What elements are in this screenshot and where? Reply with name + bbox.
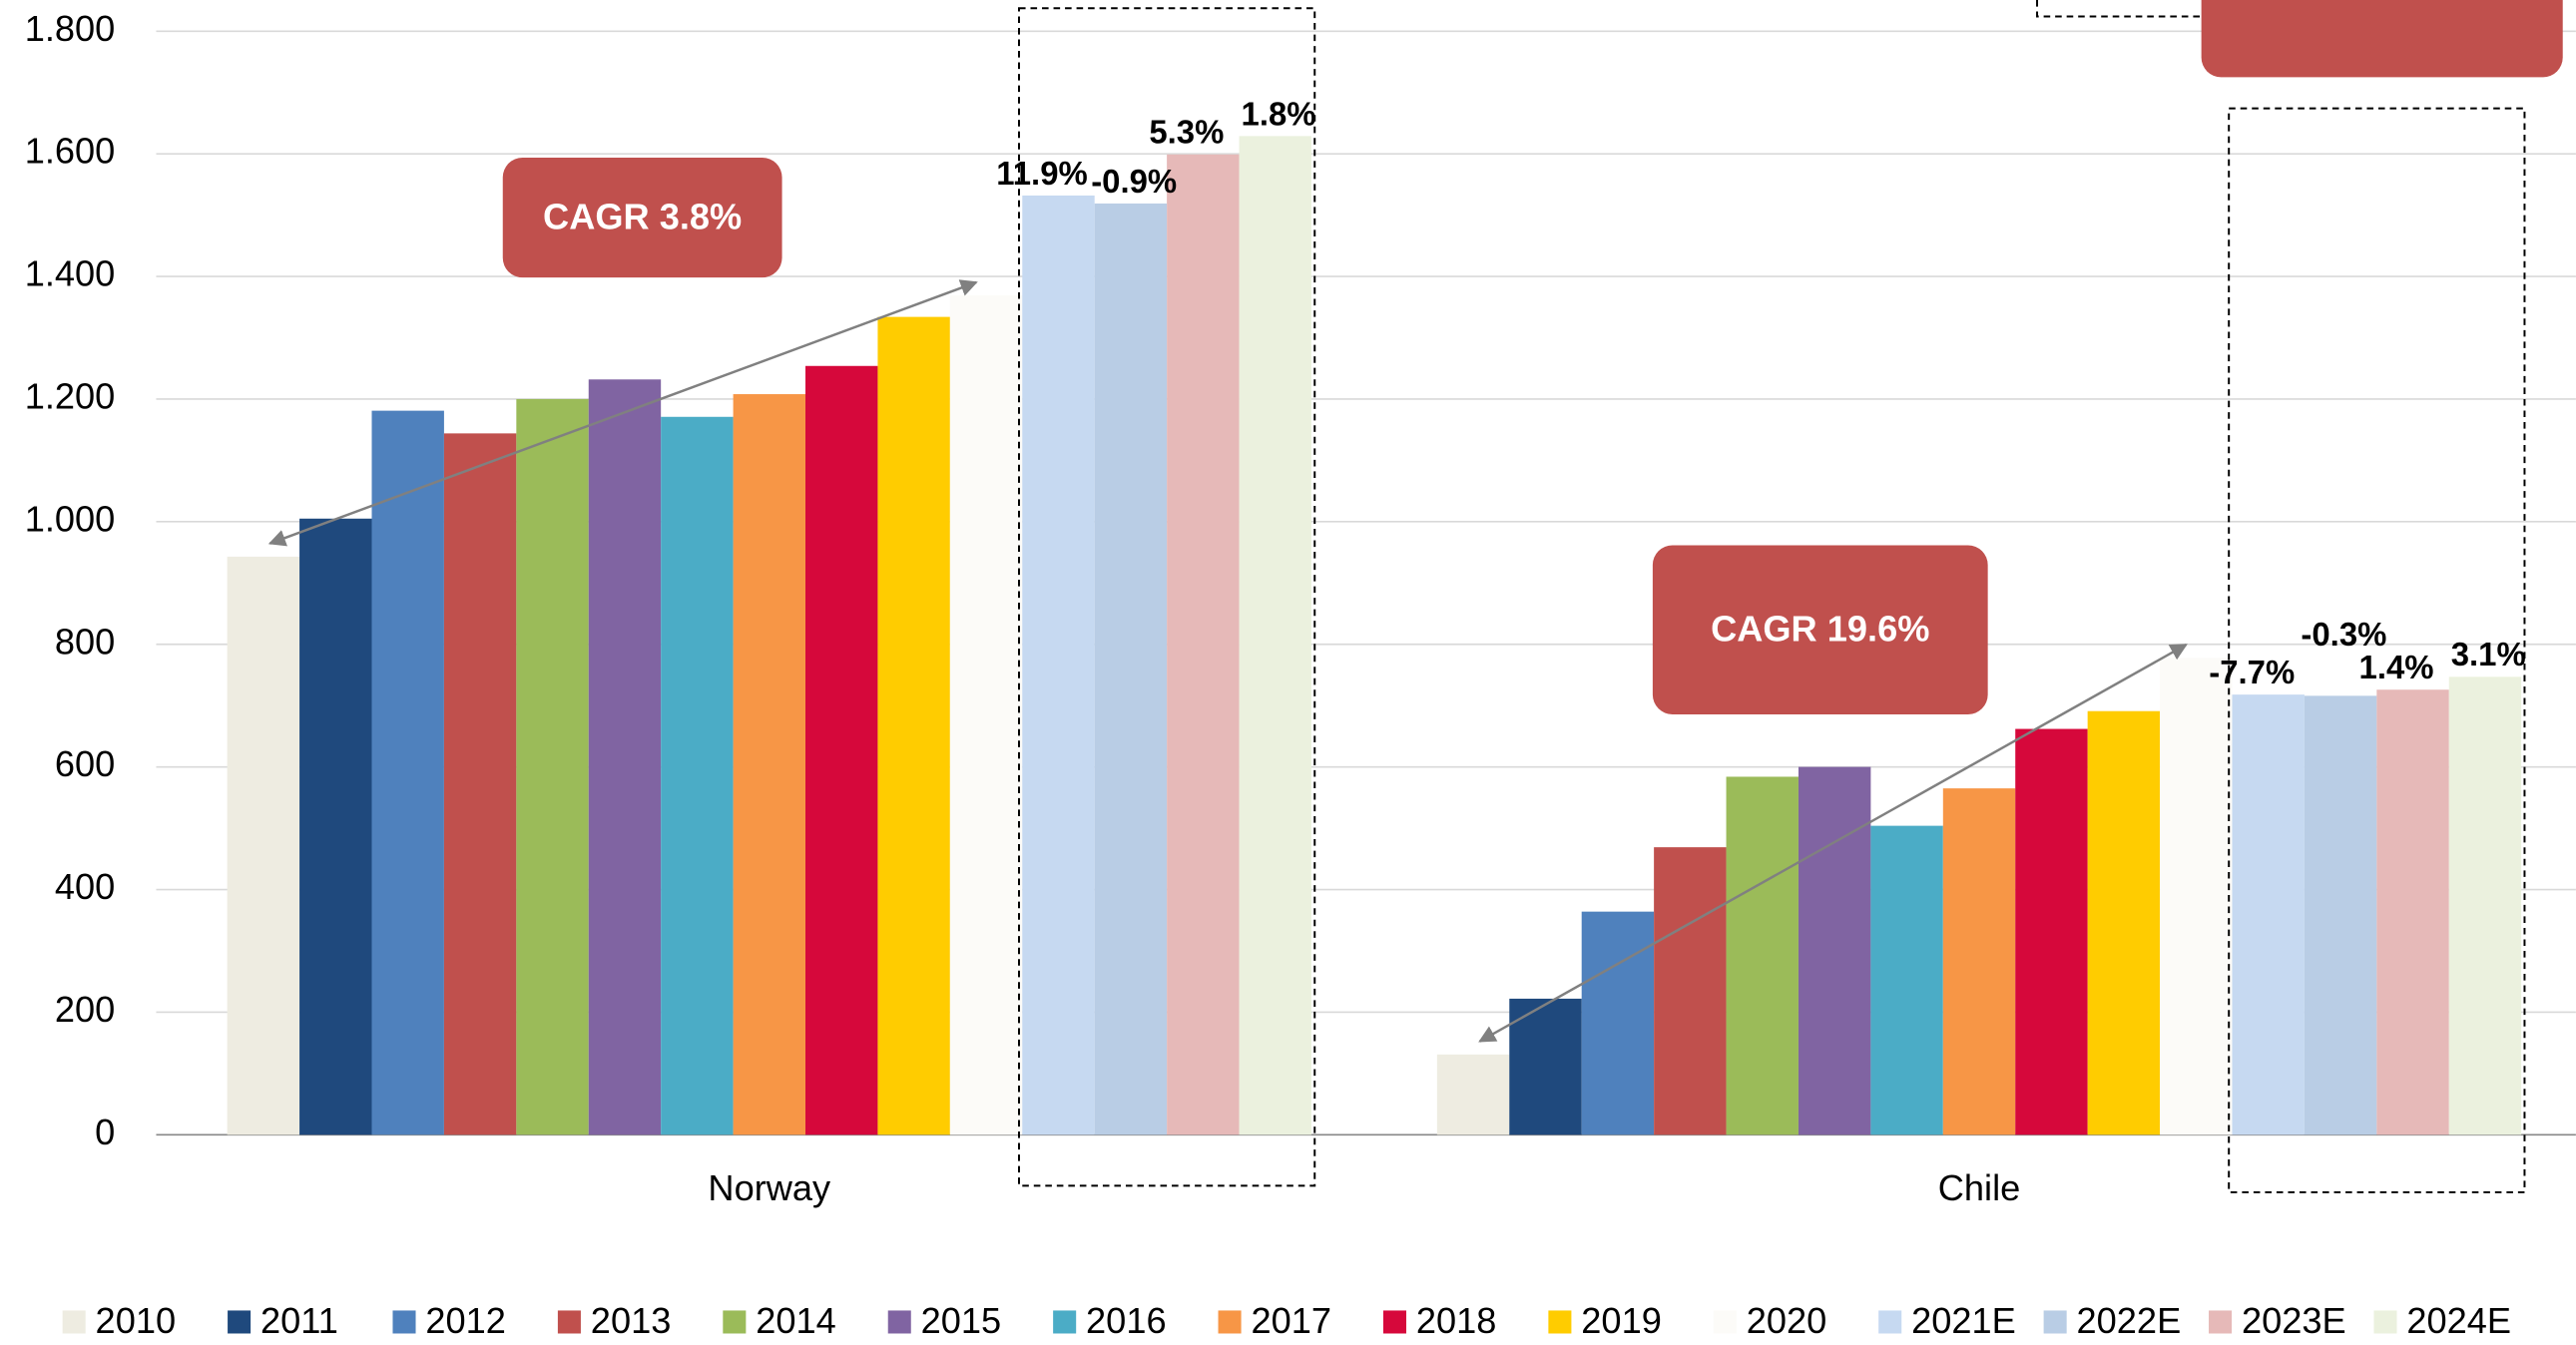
y-tick-label: 0 bbox=[95, 1112, 115, 1152]
cagr-badge bbox=[1652, 545, 1988, 714]
bar bbox=[733, 394, 806, 1135]
bar bbox=[1798, 766, 1871, 1135]
bar bbox=[2448, 676, 2522, 1135]
cagr-arrow bbox=[1478, 644, 2188, 1043]
bar bbox=[1581, 911, 1655, 1135]
legend-label: 2011 bbox=[260, 1300, 338, 1341]
bar bbox=[2232, 694, 2305, 1135]
legend-label: 2014 bbox=[756, 1300, 836, 1341]
legend-swatch bbox=[2209, 1310, 2233, 1334]
forecast-box bbox=[1017, 7, 1316, 1187]
bar bbox=[1094, 203, 1168, 1135]
bar bbox=[2376, 689, 2449, 1135]
legend-swatch bbox=[2043, 1310, 2067, 1334]
legend-swatch bbox=[1382, 1310, 1407, 1334]
legend-swatch bbox=[887, 1310, 911, 1334]
growth-label: 1.4% bbox=[2359, 649, 2434, 685]
bar bbox=[443, 433, 517, 1135]
y-tick-label: 1.000 bbox=[25, 498, 116, 539]
y-tick-label: 1.800 bbox=[25, 8, 116, 49]
bar bbox=[2087, 710, 2161, 1135]
legend-label: 2013 bbox=[591, 1300, 672, 1341]
bar bbox=[2160, 658, 2233, 1135]
bar bbox=[516, 398, 589, 1135]
bar bbox=[227, 556, 300, 1135]
legend-label: 2017 bbox=[1251, 1300, 1331, 1341]
legend-swatch bbox=[1713, 1310, 1737, 1334]
bar bbox=[299, 518, 372, 1135]
cagr-label: CAGR 3.8% bbox=[543, 196, 742, 236]
legend-swatch bbox=[2373, 1310, 2397, 1334]
legend-label: 2020 bbox=[1747, 1300, 1827, 1341]
bar bbox=[877, 316, 950, 1135]
y-tick-label: 1.400 bbox=[25, 253, 116, 294]
forecast-label: Forecasted bbox=[2286, 0, 2478, 8]
bar bbox=[588, 379, 662, 1135]
legend-label: 2018 bbox=[1416, 1300, 1497, 1341]
growth-label: -7.7% bbox=[2209, 654, 2295, 690]
forecast-badge bbox=[2201, 0, 2563, 78]
bar bbox=[1654, 847, 1727, 1135]
y-tick-label: 1.200 bbox=[25, 376, 116, 417]
bar bbox=[1726, 776, 1799, 1135]
legend-swatch bbox=[1548, 1310, 1572, 1334]
legend-label: 2019 bbox=[1581, 1300, 1662, 1341]
legend-swatch bbox=[62, 1310, 86, 1334]
cagr-arrow bbox=[267, 279, 978, 547]
legend-label: 2022E bbox=[2077, 1300, 2182, 1341]
legend-label: 2010 bbox=[96, 1300, 177, 1341]
bar bbox=[1239, 136, 1311, 1135]
bar bbox=[1436, 1054, 1510, 1135]
bar bbox=[371, 410, 444, 1135]
legend-label: 2024E bbox=[2406, 1300, 2511, 1341]
growth-label: 1.8% bbox=[1242, 95, 1316, 132]
cagr-label: CAGR 19.6% bbox=[1711, 608, 1929, 649]
growth-label: -0.9% bbox=[1091, 163, 1177, 200]
legend-swatch bbox=[228, 1310, 252, 1334]
y-tick-label: 1.600 bbox=[25, 131, 116, 172]
bar bbox=[1167, 154, 1240, 1135]
growth-label: -0.3% bbox=[2301, 616, 2386, 653]
bar bbox=[2304, 695, 2377, 1135]
legend-label: 2016 bbox=[1086, 1300, 1167, 1341]
bar bbox=[1870, 825, 1943, 1135]
bar bbox=[1022, 195, 1095, 1135]
legend-label: 2021E bbox=[1911, 1300, 2016, 1341]
cagr-badge bbox=[502, 158, 782, 278]
legend-swatch bbox=[1878, 1310, 1902, 1334]
legend-swatch bbox=[392, 1310, 416, 1334]
legend-swatch bbox=[1218, 1310, 1242, 1334]
y-tick-label: 200 bbox=[55, 989, 115, 1030]
y-tick-label: 800 bbox=[55, 621, 115, 662]
bar bbox=[2015, 728, 2088, 1135]
legend-label: 2015 bbox=[921, 1300, 1002, 1341]
forecast-legend-box bbox=[2036, 0, 2202, 18]
growth-label: 3.1% bbox=[2451, 636, 2526, 672]
growth-label: 11.9% bbox=[996, 155, 1087, 192]
bar bbox=[1942, 788, 2016, 1135]
y-tick-label: 600 bbox=[55, 743, 115, 784]
bar bbox=[949, 295, 1023, 1135]
bar bbox=[805, 365, 878, 1135]
bar bbox=[661, 416, 734, 1135]
legend-swatch bbox=[1053, 1310, 1077, 1334]
legend-label: 2023E bbox=[2242, 1300, 2346, 1341]
overlay: 2010 2011 2012 2013 2014 2015 2016 2017 2018 2019… bbox=[62, 0, 2563, 1341]
x-tick-label: Chile bbox=[1938, 1167, 2021, 1208]
y-tick-label: 400 bbox=[55, 866, 115, 907]
legend-swatch bbox=[723, 1310, 747, 1334]
x-tick-label: Norway bbox=[708, 1167, 831, 1208]
bars: Norway Chile bbox=[227, 136, 2522, 1208]
growth-label: 5.3% bbox=[1149, 114, 1224, 151]
legend-swatch bbox=[557, 1310, 581, 1334]
legend-label: 2012 bbox=[425, 1300, 506, 1341]
